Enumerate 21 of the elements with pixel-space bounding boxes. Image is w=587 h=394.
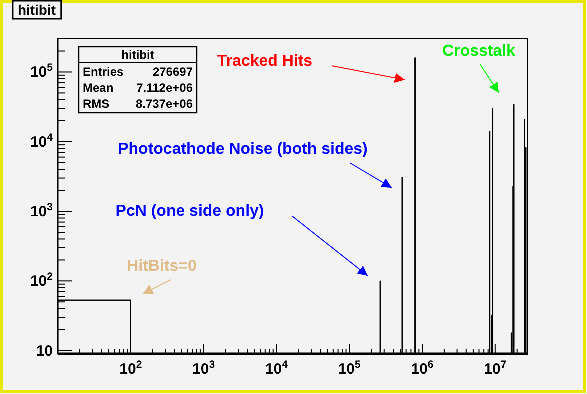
chart-title: hitibit [18,2,56,18]
x-tick-label: 10$^{6}$ [411,359,434,378]
y-tick-label: 10$^{3}$ [30,202,54,221]
y-tick-label: 10$^{2}$ [30,271,54,290]
y-tick-label: 10$^{5}$ [30,62,54,82]
x-tick-label: 10$^{5}$ [338,359,362,378]
annotation: HitBits=0 [127,258,197,275]
text: Entries 276697 [83,65,193,79]
annotation: Crosstalk [442,43,516,60]
x-tick-label: 10$^{2}$ [120,359,142,378]
text: Mean 7.112e+06 [83,81,193,95]
y-tick-label: 10 [36,342,53,360]
text: RMS 8.737e+06 [83,97,193,111]
annotation: PcN (one side only) [116,203,264,220]
annotation: Photocathode Noise (both sides) [118,141,368,158]
annotation: Tracked Hits [217,53,313,70]
x-tick-label: 10$^{3}$ [192,359,216,378]
y-tick-label: 10$^{4}$ [30,132,54,151]
x-tick-label: 10$^{4}$ [265,359,288,378]
text: hitibit [122,48,154,62]
x-tick-label: 10$^{7}$ [484,359,507,378]
